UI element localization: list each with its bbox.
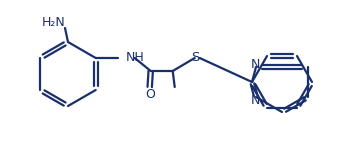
Text: NH: NH [126,51,145,63]
Text: N: N [251,93,260,107]
Text: O: O [145,89,155,101]
Text: N: N [251,57,260,71]
Text: H₂N: H₂N [42,16,66,28]
Text: S: S [192,51,200,63]
